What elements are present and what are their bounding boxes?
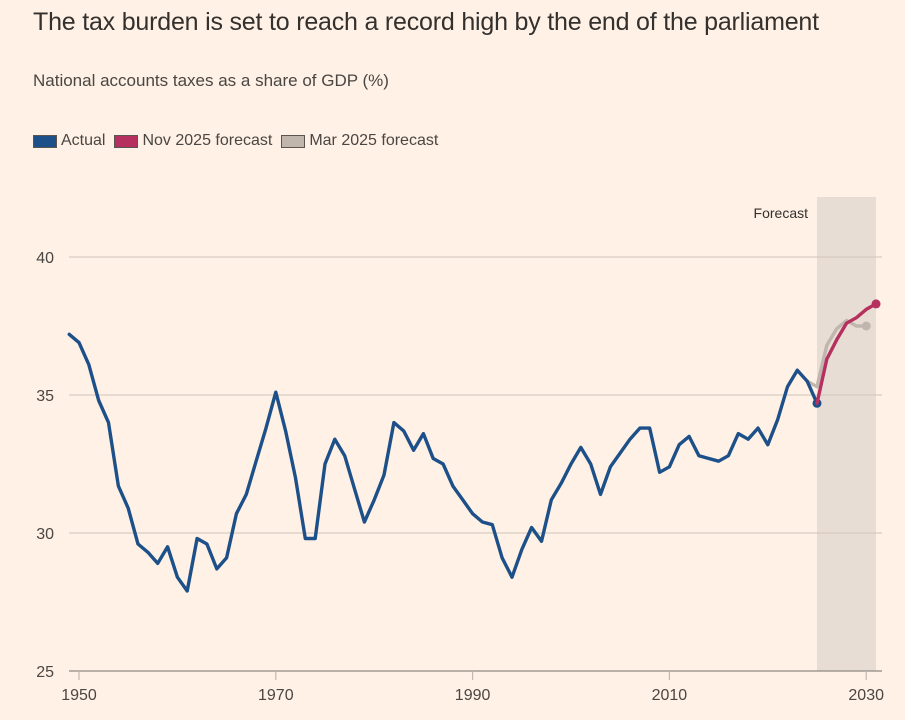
x-tick-label-2030: 2030 xyxy=(848,687,884,704)
y-tick-label-40: 40 xyxy=(36,250,54,267)
x-tick-label-2010: 2010 xyxy=(652,687,688,704)
end-marker-mar-2025-forecast xyxy=(861,321,871,331)
y-tick-label-30: 30 xyxy=(36,526,54,543)
series-line-actual xyxy=(67,332,819,593)
chart-title: The tax burden is set to reach a record … xyxy=(33,8,819,36)
series-nov-2025-forecast xyxy=(815,299,881,405)
chart-subtitle: National accounts taxes as a share of GD… xyxy=(33,71,389,90)
x-tick-label-1990: 1990 xyxy=(455,687,491,704)
y-tick-label-35: 35 xyxy=(36,388,54,405)
x-axis: 1950 1970 1990 2010 2030 xyxy=(61,670,884,704)
gridlines xyxy=(69,256,882,534)
series-line-mar-2025-forecast xyxy=(805,318,868,389)
x-tick-label-1950: 1950 xyxy=(61,687,97,704)
legend-swatch-mar-2025-forecast xyxy=(281,134,306,148)
legend-swatch-actual xyxy=(33,134,57,148)
legend-label-mar-2025-forecast: Mar 2025 forecast xyxy=(309,132,439,149)
series-layer xyxy=(67,299,881,593)
forecast-band-layer: Forecast xyxy=(754,197,877,671)
series-actual xyxy=(67,332,822,593)
forecast-label: Forecast xyxy=(754,205,809,221)
y-axis-labels: 25 30 35 40 xyxy=(36,250,54,681)
y-tick-label-25: 25 xyxy=(36,664,54,681)
series-line-nov-2025-forecast xyxy=(815,302,878,405)
legend-item-nov-2025-forecast: Nov 2025 forecast xyxy=(114,132,272,150)
end-marker-nov-2025-forecast xyxy=(871,299,881,309)
legend-label-actual: Actual xyxy=(61,132,106,149)
legend-item-actual: Actual xyxy=(33,132,105,150)
legend-item-mar-2025-forecast: Mar 2025 forecast xyxy=(281,132,438,150)
forecast-band xyxy=(817,197,877,671)
legend-swatch-nov-2025-forecast xyxy=(114,134,139,148)
legend-label-nov-2025-forecast: Nov 2025 forecast xyxy=(142,132,273,149)
legend: Actual Nov 2025 forecast Mar 2025 foreca… xyxy=(33,132,447,150)
series-mar-2025-forecast xyxy=(805,318,871,389)
x-tick-label-1970: 1970 xyxy=(258,687,294,704)
